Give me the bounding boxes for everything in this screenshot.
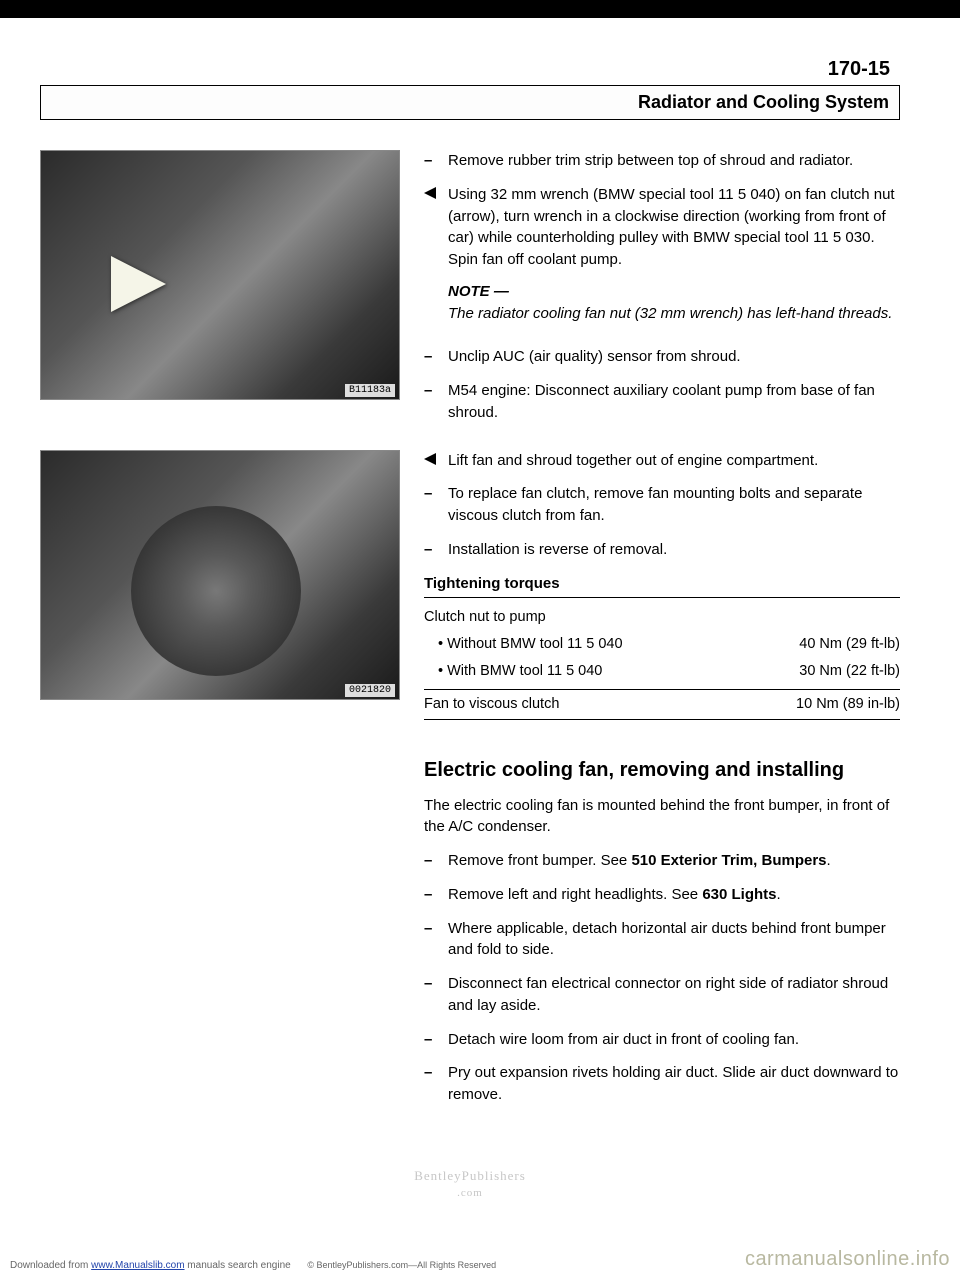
page-number: 170-15 xyxy=(40,58,900,81)
watermark-brand: BentleyPublishers .com xyxy=(40,1168,900,1200)
page-content: 170-15 Radiator and Cooling System B1118… xyxy=(0,18,960,1220)
fan-illustration-icon xyxy=(131,506,301,676)
photo-tag: B11183a xyxy=(345,384,395,397)
dash-icon: – xyxy=(424,1029,438,1051)
copyright-text: © BentleyPublishers.com—All Rights Reser… xyxy=(307,1260,496,1270)
step-fragment: . xyxy=(827,852,831,869)
step-fragment: Remove front bumper. See xyxy=(448,852,631,869)
top-black-bar xyxy=(0,0,960,18)
dash-icon: – xyxy=(424,380,438,424)
note-body: The radiator cooling fan nut (32 mm wren… xyxy=(448,303,900,325)
torque-sub-label: With BMW tool 11 5 040 xyxy=(438,661,602,682)
dash-icon: – xyxy=(424,1062,438,1106)
torque-row-label: Clutch nut to pump xyxy=(424,607,546,628)
torque-value: 30 Nm (22 ft-lb) xyxy=(799,661,900,682)
step-text: Where applicable, detach horizontal air … xyxy=(448,918,900,962)
torque-row-label: Fan to viscous clutch xyxy=(424,694,559,715)
dash-icon: – xyxy=(424,346,438,368)
page-footer: Downloaded from www.Manualslib.com manua… xyxy=(0,1248,960,1279)
download-attribution: Downloaded from www.Manualslib.com manua… xyxy=(10,1260,496,1271)
watermark-text-sub: .com xyxy=(457,1187,483,1199)
site-watermark: carmanualsonline.info xyxy=(745,1248,950,1271)
photo-fan-clutch-nut: B11183a xyxy=(40,150,400,400)
step-text: Disconnect fan electrical connector on r… xyxy=(448,973,900,1017)
note-heading: NOTE — xyxy=(448,281,900,303)
step-fragment: Remove left and right headlights. See xyxy=(448,886,702,903)
dash-icon: – xyxy=(424,884,438,906)
step-text: M54 engine: Disconnect auxiliary coolant… xyxy=(448,380,900,424)
step-text: Remove rubber trim strip between top of … xyxy=(448,150,900,172)
dash-icon: – xyxy=(424,973,438,1017)
dash-icon: – xyxy=(424,539,438,561)
watermark-text: BentleyPublishers xyxy=(414,1168,526,1183)
arrow-indicator-icon xyxy=(111,256,166,312)
triangle-icon xyxy=(424,450,438,472)
dash-icon: – xyxy=(424,850,438,872)
table-row: Clutch nut to pump xyxy=(424,604,900,631)
step-text: Pry out expansion rivets holding air duc… xyxy=(448,1062,900,1106)
cross-ref: 510 Exterior Trim, Bumpers xyxy=(631,852,826,869)
torque-sub-label: Without BMW tool 11 5 040 xyxy=(438,634,623,655)
footer-text: manuals search engine xyxy=(185,1260,291,1271)
table-row: Without BMW tool 11 5 040 40 Nm (29 ft-l… xyxy=(424,631,900,658)
manualslib-link[interactable]: www.Manualslib.com xyxy=(91,1260,184,1271)
footer-text: Downloaded from xyxy=(10,1260,91,1271)
section-intro: The electric cooling fan is mounted behi… xyxy=(424,795,900,839)
dash-icon: – xyxy=(424,918,438,962)
step-text: To replace fan clutch, remove fan mounti… xyxy=(448,483,900,527)
triangle-icon xyxy=(424,184,438,335)
chapter-title: Radiator and Cooling System xyxy=(40,85,900,120)
torque-value: 40 Nm (29 ft-lb) xyxy=(799,634,900,655)
step-text: Lift fan and shroud together out of engi… xyxy=(448,450,900,472)
cross-ref: 630 Lights xyxy=(702,886,776,903)
torque-table-heading: Tightening torques xyxy=(424,573,900,599)
dash-icon: – xyxy=(424,150,438,172)
photo-fan-shroud: 0021820 xyxy=(40,450,400,700)
step-fragment: . xyxy=(777,886,781,903)
section-heading: Electric cooling fan, removing and insta… xyxy=(424,758,900,783)
step-text: Unclip AUC (air quality) sensor from shr… xyxy=(448,346,900,368)
step-text-content: Using 32 mm wrench (BMW special tool 11 … xyxy=(448,186,895,268)
step-text: Installation is reverse of removal. xyxy=(448,539,900,561)
torque-value: 10 Nm (89 in-lb) xyxy=(796,694,900,715)
step-text: Remove front bumper. See 510 Exterior Tr… xyxy=(448,850,900,872)
table-row: With BMW tool 11 5 040 30 Nm (22 ft-lb) xyxy=(424,658,900,685)
dash-icon: – xyxy=(424,483,438,527)
step-text: Remove left and right headlights. See 63… xyxy=(448,884,900,906)
step-text: Using 32 mm wrench (BMW special tool 11 … xyxy=(448,184,900,335)
step-text: Detach wire loom from air duct in front … xyxy=(448,1029,900,1051)
table-row: Fan to viscous clutch 10 Nm (89 in-lb) xyxy=(424,689,900,720)
photo-tag: 0021820 xyxy=(345,684,395,697)
